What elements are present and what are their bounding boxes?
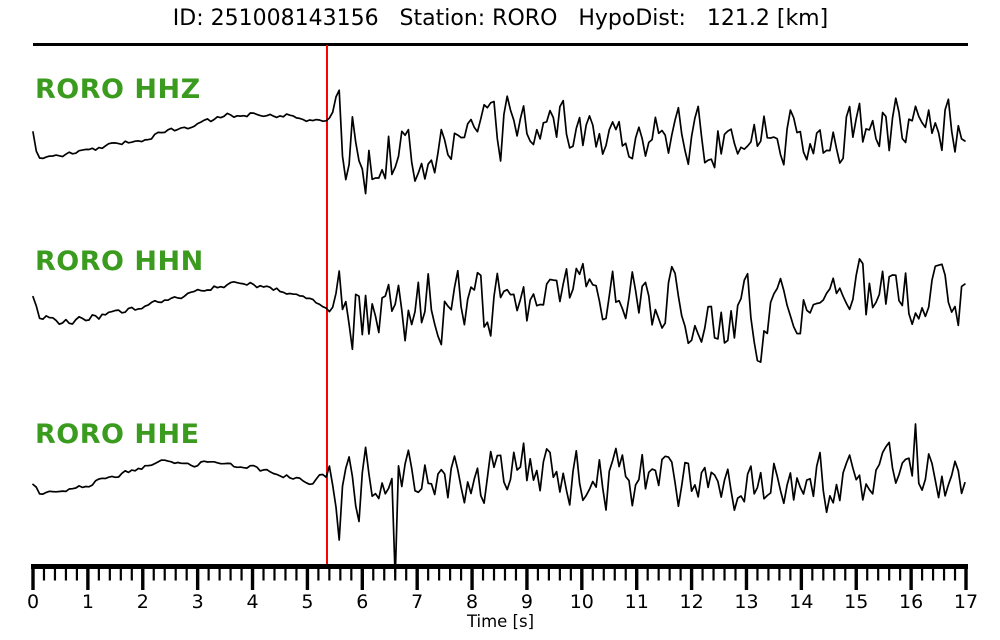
x-tick-label: 10	[569, 591, 594, 613]
x-axis	[31, 564, 968, 590]
waveform-hhz	[32, 89, 966, 195]
x-tick-label: 0	[26, 591, 40, 613]
x-tick-label: 5	[301, 591, 314, 613]
x-tick-label: 14	[789, 591, 814, 613]
x-tick-label: 15	[844, 591, 869, 613]
x-tick-label: 2	[136, 591, 149, 613]
trace-label-hhn: RORO HHN	[35, 246, 204, 277]
trace-label-hhe: RORO HHE	[35, 419, 200, 450]
x-tick-label: 6	[356, 591, 369, 613]
p-pick-line	[325, 45, 328, 566]
x-tick-label: 1	[81, 591, 94, 613]
x-tick-label: 7	[411, 591, 424, 613]
figure-title: ID: 251008143156 Station: RORO HypoDist:…	[172, 6, 829, 31]
x-axis-label: Time [s]	[466, 612, 535, 631]
x-tick-label: 13	[734, 591, 759, 613]
x-tick-label: 11	[624, 591, 649, 613]
title-divider	[33, 43, 968, 46]
x-tick-label: 17	[953, 591, 979, 613]
x-tick-label: 8	[466, 591, 479, 613]
trace-label-hhz: RORO HHZ	[35, 74, 201, 105]
x-tick-label: 3	[191, 591, 204, 613]
waveform-hhn	[32, 258, 966, 363]
waveform-hhe	[32, 423, 966, 579]
x-tick-label: 12	[679, 591, 704, 613]
x-tick-label: 9	[520, 591, 533, 613]
x-tick-label: 4	[246, 591, 259, 613]
x-tick-label: 16	[899, 591, 924, 613]
